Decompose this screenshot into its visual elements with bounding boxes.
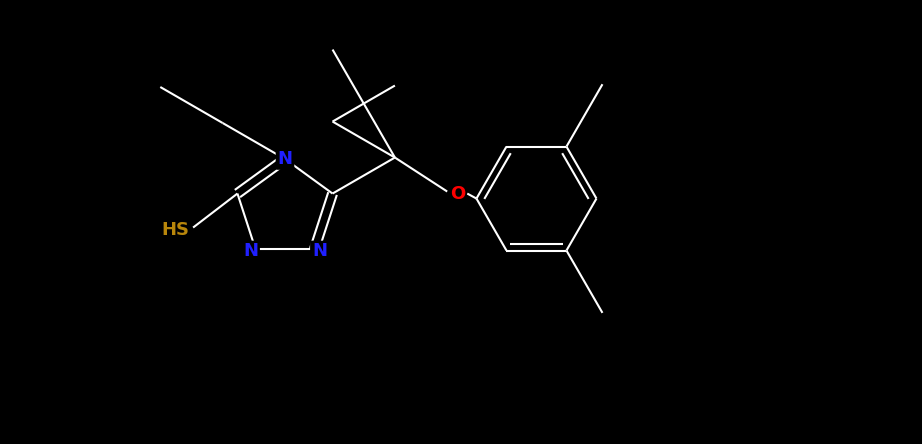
Text: O: O bbox=[450, 185, 465, 202]
Text: N: N bbox=[312, 242, 327, 261]
Text: N: N bbox=[278, 150, 292, 168]
Text: HS: HS bbox=[161, 221, 189, 238]
Text: N: N bbox=[243, 242, 258, 261]
